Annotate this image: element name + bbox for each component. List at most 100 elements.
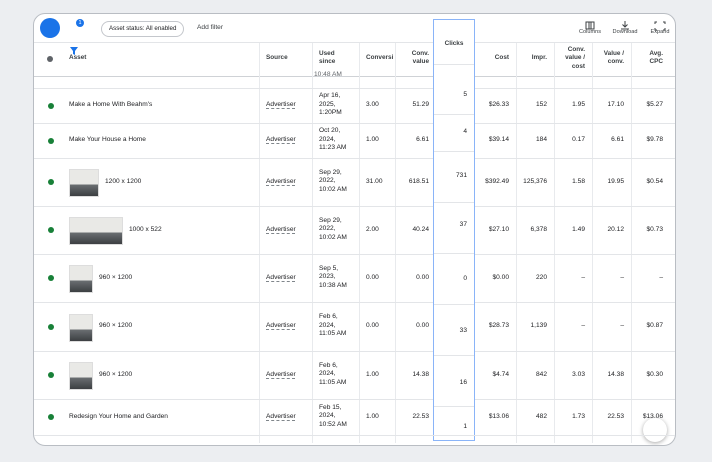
cell-text: Apr 16, 2025, 1:20PM	[319, 92, 342, 117]
tools-button[interactable]	[643, 418, 667, 442]
column-header: Used since	[319, 50, 336, 66]
cell-text: $0.73	[646, 225, 663, 233]
cell-text: 0.00	[366, 322, 379, 330]
action-label: Columns	[578, 29, 602, 35]
cell-text: Feb 15, 2024, 10:52 AM	[319, 403, 347, 428]
cell-text: $0.54	[646, 177, 663, 185]
cell-text: $5.27	[646, 101, 663, 109]
cell-text: 1.49	[572, 225, 585, 233]
status-dot	[48, 227, 54, 233]
column-separator	[631, 43, 632, 443]
source-link[interactable]: Advertiser	[266, 225, 296, 233]
toolbar-action[interactable]: Columns	[574, 17, 606, 39]
cell-text: 51.29	[412, 101, 429, 109]
source-link[interactable]: Advertiser	[266, 273, 296, 281]
row-divider	[34, 123, 433, 124]
clicks-column-highlight: Clicks 5 4 731 37 0 33 16 1	[433, 19, 475, 441]
cell-text: –	[620, 273, 624, 281]
cell-text: 20.12	[607, 225, 624, 233]
column-separator	[259, 43, 260, 443]
action-icon	[654, 21, 666, 31]
column-separator	[395, 43, 396, 443]
source-link[interactable]: Advertiser	[266, 101, 296, 109]
row-divider	[34, 88, 433, 89]
cell-text: 960 × 1200	[99, 322, 133, 330]
cell-text: Sep 29, 2022, 10:02 AM	[319, 168, 347, 193]
column-header: Avg. CPC	[649, 50, 663, 66]
cell-text: 842	[535, 370, 547, 378]
cell-text: $0.30	[646, 370, 663, 378]
clicks-cell: 731	[455, 172, 467, 179]
row-divider	[475, 123, 675, 124]
cell-text: 960 × 1200	[99, 273, 133, 281]
toolbar-action[interactable]: Download	[609, 17, 641, 39]
row-divider	[34, 399, 433, 400]
row-divider	[34, 206, 433, 207]
clicks-cell: 33	[459, 327, 467, 334]
filter-button[interactable]: 1	[68, 19, 84, 55]
cell-text: –	[581, 273, 585, 281]
source-link[interactable]: Advertiser	[266, 322, 296, 330]
edit-button[interactable]	[40, 18, 60, 54]
cell-text: $26.33	[488, 101, 509, 109]
column-header: Impr.	[531, 54, 547, 61]
status-dot	[48, 137, 54, 144]
cell-text: 0.00	[416, 273, 429, 281]
filter-icon	[70, 46, 78, 55]
source-link[interactable]: Advertiser	[266, 177, 296, 185]
column-separator	[516, 43, 517, 443]
clicks-row-divider	[434, 114, 474, 115]
row-divider	[475, 158, 675, 159]
toolbar-divider	[34, 42, 675, 43]
row-divider	[475, 399, 675, 400]
cell-text: 40.24	[412, 225, 429, 233]
cell-text: 184	[535, 136, 547, 144]
asset-thumbnail	[69, 265, 93, 293]
clicks-row-divider	[434, 151, 474, 152]
cell-text: 220	[535, 273, 547, 281]
cell-text: 0.00	[416, 322, 429, 330]
row-divider	[34, 351, 433, 352]
cell-text: 960 × 1200	[99, 370, 133, 378]
clicks-cell: 16	[459, 379, 467, 386]
column-separator	[592, 43, 593, 443]
cell-text: Redesign Your Home and Garden	[69, 412, 168, 420]
asset-thumbnail	[69, 217, 123, 245]
clicks-row-divider	[434, 202, 474, 203]
cell-text: –	[620, 322, 624, 330]
tools-icon	[643, 439, 667, 446]
column-separator	[312, 43, 313, 443]
clicks-cell: 5	[463, 91, 467, 98]
cell-text: Sep 5, 2023, 10:38 AM	[319, 264, 347, 289]
action-icon	[621, 21, 629, 30]
status-chip[interactable]: Asset status: All enabled	[101, 21, 185, 37]
clicks-row-divider	[434, 64, 474, 65]
column-separator	[359, 43, 360, 443]
row-divider	[475, 206, 675, 207]
toolbar-action[interactable]: Expand	[644, 17, 675, 39]
asset-thumbnail	[69, 313, 93, 342]
clicks-cell: 0	[463, 275, 467, 282]
action-label: Expand	[650, 29, 670, 35]
cell-text: 1.00	[366, 370, 379, 378]
cell-text: Make a Home With Beahm's	[69, 101, 153, 109]
cell-text: 14.38	[607, 370, 624, 378]
cell-text: Make Your House a Home	[69, 136, 146, 144]
cell-text: $27.10	[488, 225, 509, 233]
source-link[interactable]: Advertiser	[266, 412, 296, 420]
cell-text: 125,376	[523, 177, 547, 185]
cell-text: $13.06	[642, 412, 663, 420]
row-divider	[34, 435, 675, 436]
source-link[interactable]: Advertiser	[266, 136, 296, 144]
source-link[interactable]: Advertiser	[266, 370, 296, 378]
add-filter[interactable]: Add filter	[197, 24, 224, 31]
status-dot	[48, 102, 54, 109]
status-header-dot	[47, 56, 53, 62]
header-divider	[34, 76, 675, 77]
column-header: Cost	[494, 54, 509, 61]
cell-text: –	[659, 273, 663, 281]
clicks-row-divider	[434, 355, 474, 356]
column-separator	[554, 43, 555, 443]
action-label: Download	[612, 29, 638, 35]
cell-text: 19.95	[607, 177, 624, 185]
